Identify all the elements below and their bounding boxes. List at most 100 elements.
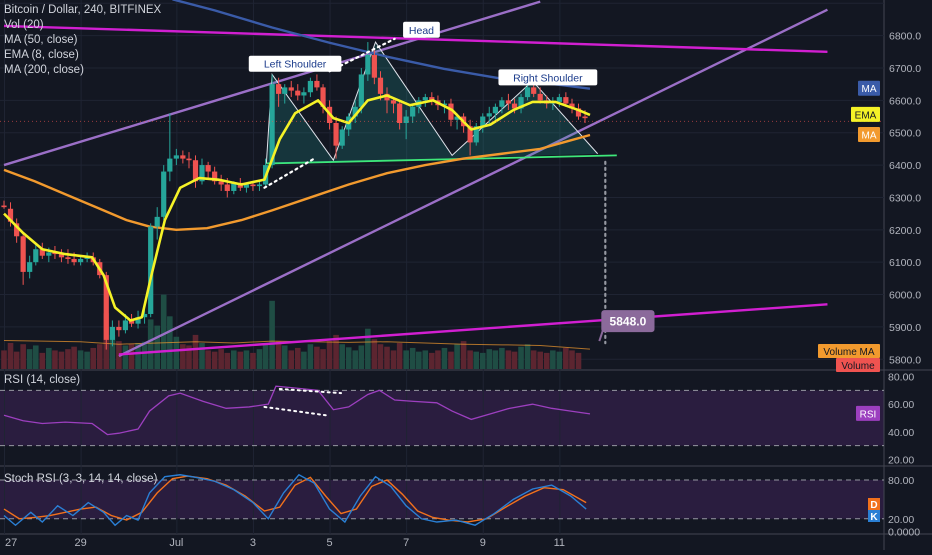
volume-bar-up — [492, 350, 499, 369]
rsi-tick-label: 80.00 — [888, 372, 914, 384]
volume-bar-up — [262, 344, 269, 369]
volume-bar-down — [505, 350, 512, 369]
price-tick-label: 6600.0 — [889, 95, 921, 107]
candle-down — [295, 90, 301, 96]
volume-bar-up — [135, 342, 141, 369]
time-tick-label: 7 — [403, 537, 409, 549]
candle-up — [307, 80, 313, 93]
candle-down — [333, 123, 339, 146]
volume-bar-up — [122, 345, 129, 369]
volume-bar-down — [537, 351, 543, 369]
time-tick-label: 27 — [5, 537, 17, 549]
candle-up — [410, 106, 416, 117]
trendline-lower-channel — [118, 8, 828, 358]
candle-up — [524, 87, 531, 98]
price-tag-box — [851, 106, 880, 122]
volume-tag-box — [836, 358, 880, 372]
price-tag-box — [858, 80, 880, 96]
candle-down — [320, 87, 326, 107]
volume-bar-down — [396, 342, 403, 369]
candle-down — [569, 103, 575, 109]
price-tick-label: 6800.0 — [889, 31, 921, 43]
candle-up — [231, 182, 237, 191]
volume-bar-up — [109, 334, 116, 369]
candle-down — [20, 236, 26, 272]
callout-box — [498, 69, 598, 86]
rsi-tag-box — [856, 405, 880, 421]
price-tick-label: 6200.0 — [889, 225, 921, 237]
callout-box — [248, 55, 342, 72]
volume-bar-down — [448, 351, 454, 369]
candle-up — [282, 87, 288, 94]
stoch-tick-label: 80.00 — [888, 475, 914, 487]
pattern-callout: Left Shoulder — [248, 55, 342, 72]
rsi-tick-label: 20.00 — [888, 454, 914, 466]
candle-down — [448, 103, 454, 120]
stoch-tag-label: D — [870, 500, 877, 511]
dotted-line — [263, 157, 316, 189]
price-tick-label: 6300.0 — [889, 192, 921, 204]
target-callout: 5848.0 — [598, 310, 655, 342]
volume-bar-up — [358, 345, 365, 369]
candle-up — [473, 126, 479, 143]
candle-down — [103, 275, 109, 340]
volume-bar-down — [186, 345, 192, 369]
price-legend: Bitcoin / Dollar, 240, BITFINEX Vol (20)… — [4, 3, 161, 78]
candle-down — [314, 80, 320, 88]
volume-bar-down — [543, 352, 550, 369]
candle-down — [390, 100, 397, 104]
candle-down — [224, 184, 230, 191]
candle-down — [7, 208, 14, 222]
volume-tag-label: Volume — [841, 361, 875, 372]
volume-bar-up — [486, 349, 493, 369]
volume-bar-down — [429, 352, 435, 369]
candle-up — [441, 103, 448, 106]
target-callout-box — [601, 310, 655, 333]
candle-up — [454, 116, 460, 120]
volume-bar-up — [243, 350, 250, 369]
volume-bar-down — [58, 351, 65, 369]
volume-bar-up — [441, 347, 448, 369]
trendline-neckline — [266, 154, 617, 165]
volume-bar-down — [435, 350, 441, 369]
time-tick-label: 5 — [326, 537, 332, 549]
candle-down — [563, 97, 569, 104]
candle-down — [467, 126, 473, 143]
candle-down — [128, 320, 135, 324]
pattern-callout: Right Shoulder — [498, 69, 598, 86]
callout-text: Right Shoulder — [513, 72, 583, 84]
candle-up — [422, 97, 428, 101]
volume-bar-up — [141, 341, 148, 369]
time-tick-label: 29 — [74, 537, 86, 549]
volume-bar-up — [160, 294, 167, 369]
volume-tag-box — [818, 344, 880, 358]
candle-up — [339, 129, 345, 146]
volume-ma-tag: Volume MA — [818, 344, 880, 358]
time-tick-label: Jul — [169, 537, 183, 549]
price-tick-label: 5900.0 — [889, 322, 921, 334]
volume-bar-down — [90, 347, 97, 369]
candle-up — [154, 216, 160, 227]
legend-ma200: MA (200, close) — [4, 64, 84, 76]
stoch-tag-label: K — [870, 512, 878, 523]
price-tag-box — [858, 126, 880, 142]
trendline-magenta-resistance — [3, 24, 828, 53]
stoch-band-fill — [0, 479, 884, 519]
volume-bar-down — [71, 346, 77, 369]
rsi-tick-label: 60.00 — [888, 399, 914, 411]
candle-down — [537, 93, 543, 101]
candle-up — [243, 184, 250, 188]
stoch-tick-label: 0.0000 — [888, 527, 920, 539]
rsi-dotted-line — [263, 405, 327, 417]
candle-down — [531, 87, 537, 94]
rsi-dotted-line — [278, 387, 343, 395]
candle-up — [486, 113, 492, 117]
volume-bar-down — [294, 347, 301, 369]
volume-bar-up — [409, 347, 416, 369]
volume-bar-down — [128, 344, 135, 369]
price-tag: MA — [858, 80, 880, 96]
candle-down — [58, 254, 65, 258]
time-tick-label: 3 — [250, 537, 256, 549]
